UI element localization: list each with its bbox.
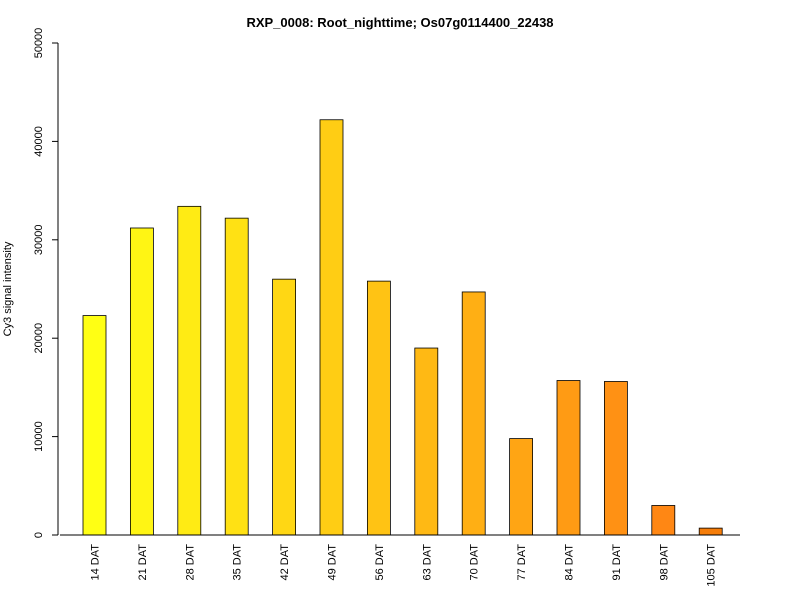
x-tick-label: 98 DAT bbox=[658, 544, 670, 581]
y-axis-title: Cy3 signal intensity bbox=[2, 241, 14, 336]
bar-21-dat bbox=[129, 227, 154, 536]
x-tick-label: 84 DAT bbox=[564, 544, 576, 581]
bar-28-dat bbox=[177, 205, 202, 536]
bar-70-dat bbox=[461, 291, 486, 536]
bar-14-dat bbox=[82, 315, 107, 536]
x-tick-label: 35 DAT bbox=[232, 544, 244, 581]
x-axis-labels: 14 DAT 21 DAT 28 DAT 35 DAT 42 DAT 49 DAT 56 D… bbox=[90, 544, 718, 587]
x-tick-label: 105 DAT bbox=[706, 544, 718, 587]
y-axis: 0 10000 20000 30000 40000 50000 bbox=[33, 28, 59, 538]
y-tick-label: 0 bbox=[33, 532, 45, 538]
y-tick-label: 30000 bbox=[33, 225, 45, 256]
x-tick-label: 21 DAT bbox=[137, 544, 149, 581]
bar-49-dat bbox=[319, 119, 344, 536]
x-tick-label: 91 DAT bbox=[611, 544, 623, 581]
y-tick-label: 10000 bbox=[33, 421, 45, 452]
bar-84-dat bbox=[556, 380, 581, 536]
y-tick-label: 50000 bbox=[33, 28, 45, 59]
bar-105-dat bbox=[698, 527, 723, 536]
bar-63-dat bbox=[414, 347, 439, 536]
x-tick-label: 14 DAT bbox=[90, 544, 102, 581]
x-tick-label: 28 DAT bbox=[184, 544, 196, 581]
x-tick-label: 42 DAT bbox=[279, 544, 291, 581]
x-tick-label: 70 DAT bbox=[469, 544, 481, 581]
bar-98-dat bbox=[651, 505, 676, 536]
x-tick-label: 63 DAT bbox=[421, 544, 433, 581]
bars bbox=[82, 119, 723, 536]
x-tick-label: 49 DAT bbox=[327, 544, 339, 581]
x-tick-label: 56 DAT bbox=[374, 544, 386, 581]
bar-42-dat bbox=[272, 278, 297, 536]
bar-91-dat bbox=[604, 381, 628, 536]
bar-35-dat bbox=[224, 217, 249, 536]
chart-title: RXP_0008: Root_nighttime; Os07g0114400_2… bbox=[246, 15, 553, 30]
x-tick-label: 77 DAT bbox=[516, 544, 528, 581]
y-tick-label: 40000 bbox=[33, 126, 45, 157]
bar-56-dat bbox=[366, 280, 391, 536]
y-tick-label: 20000 bbox=[33, 323, 45, 354]
bar-77-dat bbox=[509, 438, 534, 536]
